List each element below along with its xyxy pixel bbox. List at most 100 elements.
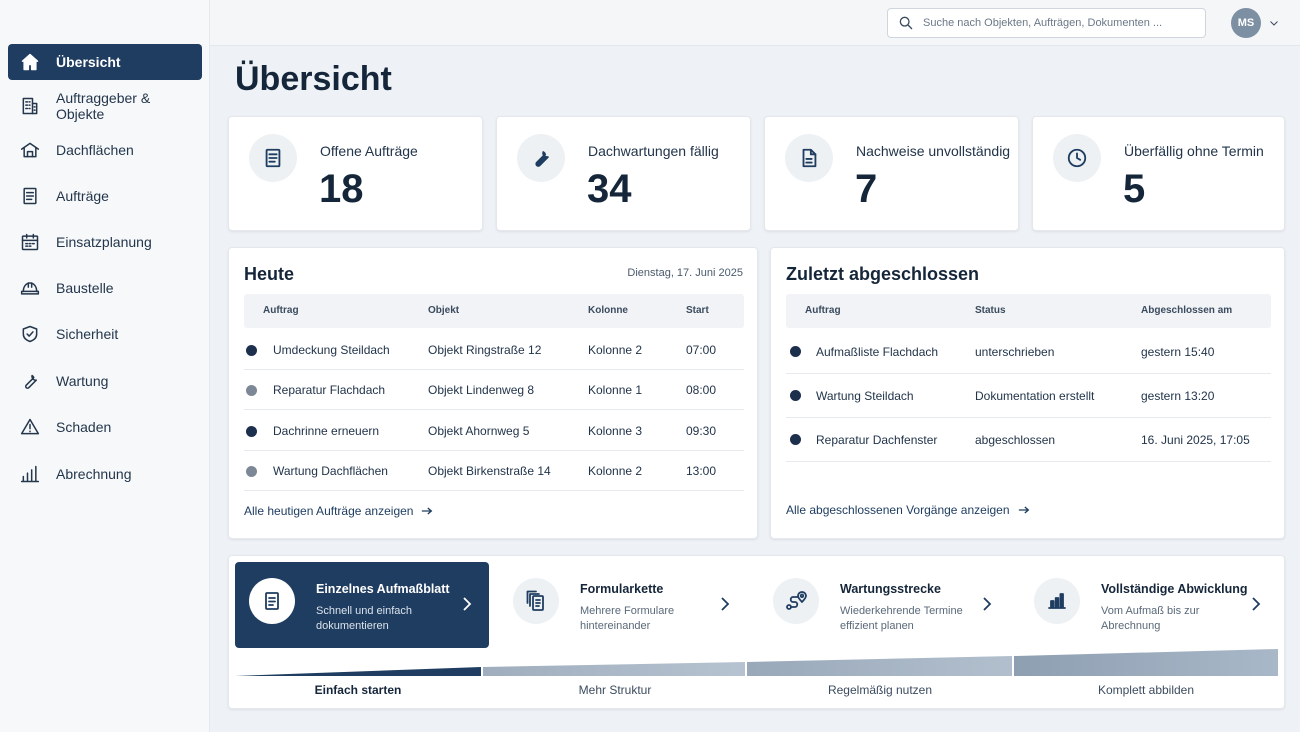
cell-kolonne: Kolonne 3 [588, 424, 643, 438]
sidebar-item-label: Auftraggeber & Objekte [56, 90, 151, 122]
wrench-icon [20, 371, 40, 391]
cell-auftrag: Reparatur Flachdach [273, 383, 386, 397]
table-row[interactable]: Reparatur Flachdach Objekt Lindenweg 8 K… [244, 370, 744, 410]
top-bar: MS [210, 0, 1300, 46]
stacked-documents-icon [513, 578, 559, 624]
table-header: Auftrag Objekt Kolonne Start [244, 294, 744, 328]
cell-start: 09:30 [686, 424, 717, 438]
table-row[interactable]: Aufmaßliste Flachdach unterschrieben ges… [786, 330, 1271, 374]
sidebar-item-auftraege[interactable]: Aufträge [8, 178, 202, 214]
sidebar-item-dachflaechen[interactable]: Dachflächen [8, 132, 202, 168]
sidebar-item-schaden[interactable]: Schaden [8, 409, 202, 445]
chevron-down-icon[interactable] [1268, 16, 1282, 30]
cell-objekt: Objekt Birkenstraße 14 [428, 464, 551, 478]
table-row[interactable]: Wartung Steildach Dokumentation erstellt… [786, 374, 1271, 418]
chevron-right-icon [461, 596, 475, 614]
sidebar-item-label: Aufträge [56, 188, 109, 204]
document-icon [249, 134, 297, 182]
kpi-label: Offene Aufträge [320, 143, 418, 159]
bar-chart-icon [20, 464, 40, 484]
table-row[interactable]: Reparatur Dachfenster abgeschlossen 16. … [786, 418, 1271, 462]
cell-date: gestern 13:20 [1141, 389, 1215, 403]
sidebar-item-auftraggeber[interactable]: Auftraggeber & Objekte [8, 88, 202, 124]
status-dot [790, 390, 801, 401]
search-box[interactable] [887, 8, 1206, 38]
link-label: Alle abgeschlossenen Vorgänge anzeigen [786, 503, 1010, 517]
column-header: Objekt [428, 305, 460, 316]
status-dot [790, 346, 801, 357]
cell-status: Dokumentation erstellt [975, 389, 1095, 403]
workflow-step-subtitle: Wiederkehrende Termine effizient planen [840, 605, 963, 632]
clock-icon [1053, 134, 1101, 182]
today-panel: Heute Dienstag, 17. Juni 2025 Auftrag Ob… [228, 247, 758, 539]
search-input[interactable] [923, 17, 1193, 29]
home-icon [20, 52, 40, 72]
kpi-card-nachweise[interactable]: Nachweise unvollständig 7 [764, 116, 1019, 231]
kpi-value: 18 [319, 167, 364, 211]
cell-start: 07:00 [686, 343, 717, 357]
shield-icon [20, 324, 40, 344]
sidebar-item-label: Baustelle [56, 280, 114, 296]
workflow-step-subtitle: Vom Aufmaß bis zur Abrechnung [1101, 605, 1200, 632]
file-icon [785, 134, 833, 182]
status-dot [246, 385, 257, 396]
workflow-step-title: Vollständige Abwicklung [1101, 582, 1248, 596]
sidebar-item-sicherheit[interactable]: Sicherheit [8, 316, 202, 352]
status-dot [246, 345, 257, 356]
table-row[interactable]: Dachrinne erneuern Objekt Ahornweg 5 Kol… [244, 411, 744, 451]
workflow-step-subtitle: Mehrere Formulare hintereinander [580, 605, 675, 632]
helmet-icon [20, 278, 40, 298]
cell-auftrag: Wartung Dachflächen [273, 464, 388, 478]
table-row[interactable]: Wartung Dachflächen Objekt Birkenstraße … [244, 451, 744, 491]
sidebar-item-baustelle[interactable]: Baustelle [8, 270, 202, 306]
sidebar-item-abrechnung[interactable]: Abrechnung [8, 456, 202, 492]
workflow-panel: Einzelnes Aufmaßblatt Schnell und einfac… [228, 555, 1285, 709]
status-dot [246, 426, 257, 437]
cell-start: 08:00 [686, 383, 717, 397]
stage-label: Mehr Struktur [578, 683, 652, 697]
wrench-icon [517, 134, 565, 182]
arrow-right-icon [1018, 506, 1029, 514]
link-label: Alle heutigen Aufträge anzeigen [244, 504, 414, 518]
sidebar: Übersicht Auftraggeber & Objekte Dachflä… [0, 0, 210, 732]
wedge-segment-4 [1014, 649, 1278, 676]
workflow-step-vollstaendige-abwicklung[interactable]: Vollständige Abwicklung Vom Aufmaß bis z… [1020, 562, 1278, 648]
column-header: Abgeschlossen am [1141, 305, 1233, 316]
kpi-card-offene-auftraege[interactable]: Offene Aufträge 18 [228, 116, 483, 231]
stage-label: Komplett abbilden [1097, 683, 1195, 697]
wedge-segment-1 [235, 667, 481, 676]
show-today-orders-link[interactable]: Alle heutigen Aufträge anzeigen [244, 504, 433, 518]
cell-start: 13:00 [686, 464, 717, 478]
roof-icon [20, 140, 40, 160]
status-dot [790, 434, 801, 445]
sidebar-item-uebersicht[interactable]: Übersicht [8, 44, 202, 80]
cell-kolonne: Kolonne 2 [588, 343, 643, 357]
kpi-label: Nachweise unvollständig [856, 143, 1011, 159]
chevron-right-icon [719, 596, 733, 614]
column-header: Start [686, 305, 709, 316]
document-icon [249, 578, 295, 624]
column-header: Auftrag [263, 305, 299, 316]
workflow-step-formularkette[interactable]: Formularkette Mehrere Formulare hinterei… [499, 562, 747, 648]
warning-icon [20, 417, 40, 437]
arrow-right-icon [422, 507, 433, 515]
workflow-step-wartungsstrecke[interactable]: Wartungsstrecke Wiederkehrende Termine e… [759, 562, 1009, 648]
chevron-right-icon [1250, 596, 1264, 614]
kpi-value: 5 [1123, 167, 1146, 211]
column-header: Kolonne [588, 305, 628, 316]
sidebar-item-label: Abrechnung [56, 466, 132, 482]
table-row[interactable]: Umdeckung Steildach Objekt Ringstraße 12… [244, 330, 744, 370]
show-completed-link[interactable]: Alle abgeschlossenen Vorgänge anzeigen [786, 503, 1030, 517]
avatar[interactable]: MS [1231, 8, 1261, 38]
kpi-card-dachwartungen[interactable]: Dachwartungen fällig 34 [496, 116, 751, 231]
workflow-step-subtitle: Schnell und einfach dokumentieren [316, 605, 413, 632]
page-title: Übersicht [235, 60, 392, 98]
kpi-card-ueberfaellig[interactable]: Überfällig ohne Termin 5 [1032, 116, 1285, 231]
sidebar-item-einsatzplanung[interactable]: Einsatzplanung [8, 224, 202, 260]
workflow-step-einzelnes-aufmassblatt[interactable]: Einzelnes Aufmaßblatt Schnell und einfac… [235, 562, 489, 648]
sidebar-item-label: Übersicht [56, 54, 121, 70]
kpi-label: Überfällig ohne Termin [1124, 143, 1264, 159]
cell-date: gestern 15:40 [1141, 345, 1215, 359]
kpi-label: Dachwartungen fällig [588, 143, 719, 159]
sidebar-item-wartung[interactable]: Wartung [8, 363, 202, 399]
